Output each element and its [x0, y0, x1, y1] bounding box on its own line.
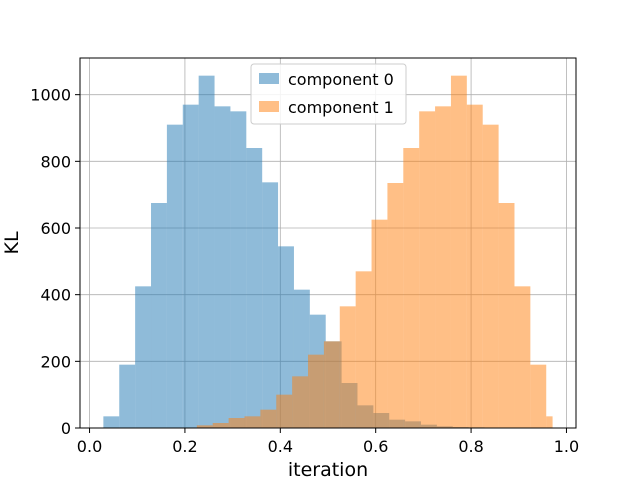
legend-swatch-component-1	[259, 101, 279, 112]
series-1-bars	[196, 75, 553, 429]
bar-series-1-bin-6	[292, 376, 309, 428]
bar-series-1-bin-18	[482, 124, 499, 429]
bar-series-0-bin-11	[278, 246, 294, 428]
legend: component 0 component 1	[250, 63, 407, 125]
bar-series-1-bin-22	[546, 416, 553, 428]
bar-series-1-bin-2	[228, 418, 245, 428]
legend-label-component-0: component 0	[288, 70, 394, 89]
legend-label-component-1: component 1	[288, 98, 394, 117]
bar-series-0-bin-8	[230, 111, 247, 428]
histogram-bars	[103, 75, 553, 429]
bar-series-0-bin-3	[151, 203, 167, 428]
legend-swatch-component-0	[259, 73, 279, 84]
bar-series-1-bin-20	[514, 286, 531, 428]
y-tick-label-0: 0	[61, 419, 71, 438]
x-tick-label-0: 0.0	[77, 437, 102, 456]
bar-series-0-bin-6	[198, 75, 215, 429]
bar-series-1-bin-1	[212, 423, 229, 428]
bar-series-1-bin-3	[244, 416, 261, 428]
bar-series-0-bin-2	[135, 286, 152, 428]
bar-series-1-bin-8	[323, 341, 340, 428]
bar-series-1-bin-19	[498, 203, 515, 428]
bar-series-1-bin-17	[466, 104, 483, 429]
bar-series-1-bin-12	[387, 183, 404, 428]
y-tick-label-5: 1000	[30, 86, 71, 105]
bar-series-1-bin-13	[403, 148, 420, 428]
axis-ticks: 0.0 0.2 0.4 0.6 0.8 1.0 0 200 400 600 800 1000	[30, 86, 579, 456]
x-tick-label-1: 0.2	[172, 437, 197, 456]
bar-series-0-bin-7	[214, 106, 231, 428]
bar-series-0-bin-5	[182, 104, 199, 429]
x-tick-label-5: 1.0	[554, 437, 579, 456]
bar-series-1-bin-9	[339, 306, 356, 428]
y-tick-label-1: 200	[40, 352, 71, 371]
y-axis-title: KL	[1, 231, 23, 254]
y-tick-label-4: 800	[40, 152, 71, 171]
bar-series-1-bin-5	[276, 394, 293, 428]
x-tick-label-3: 0.6	[363, 437, 388, 456]
y-tick-label-2: 400	[40, 286, 71, 305]
x-tick-label-2: 0.4	[268, 437, 293, 456]
bar-series-1-bin-14	[419, 111, 436, 428]
bar-series-1-bin-11	[371, 219, 388, 428]
bar-series-1-bin-15	[435, 106, 451, 428]
bar-series-0-bin-0	[103, 416, 120, 428]
bar-series-0-bin-10	[262, 182, 279, 428]
x-tick-label-4: 0.8	[458, 437, 483, 456]
plot-frame	[79, 57, 577, 429]
bar-series-1-bin-0	[196, 425, 213, 428]
bar-series-0-bin-9	[246, 148, 263, 428]
bar-series-1-bin-7	[308, 354, 324, 428]
legend-box	[250, 63, 407, 125]
bar-series-1-bin-10	[355, 271, 372, 428]
bar-series-1-bin-21	[530, 364, 547, 428]
y-tick-label-3: 600	[40, 219, 71, 238]
bar-series-1-bin-16	[450, 75, 467, 429]
bar-series-0-bin-1	[119, 364, 136, 428]
bar-series-0-bin-4	[166, 124, 183, 429]
bar-series-1-bin-4	[260, 409, 277, 428]
x-axis-title: iteration	[288, 459, 368, 480]
